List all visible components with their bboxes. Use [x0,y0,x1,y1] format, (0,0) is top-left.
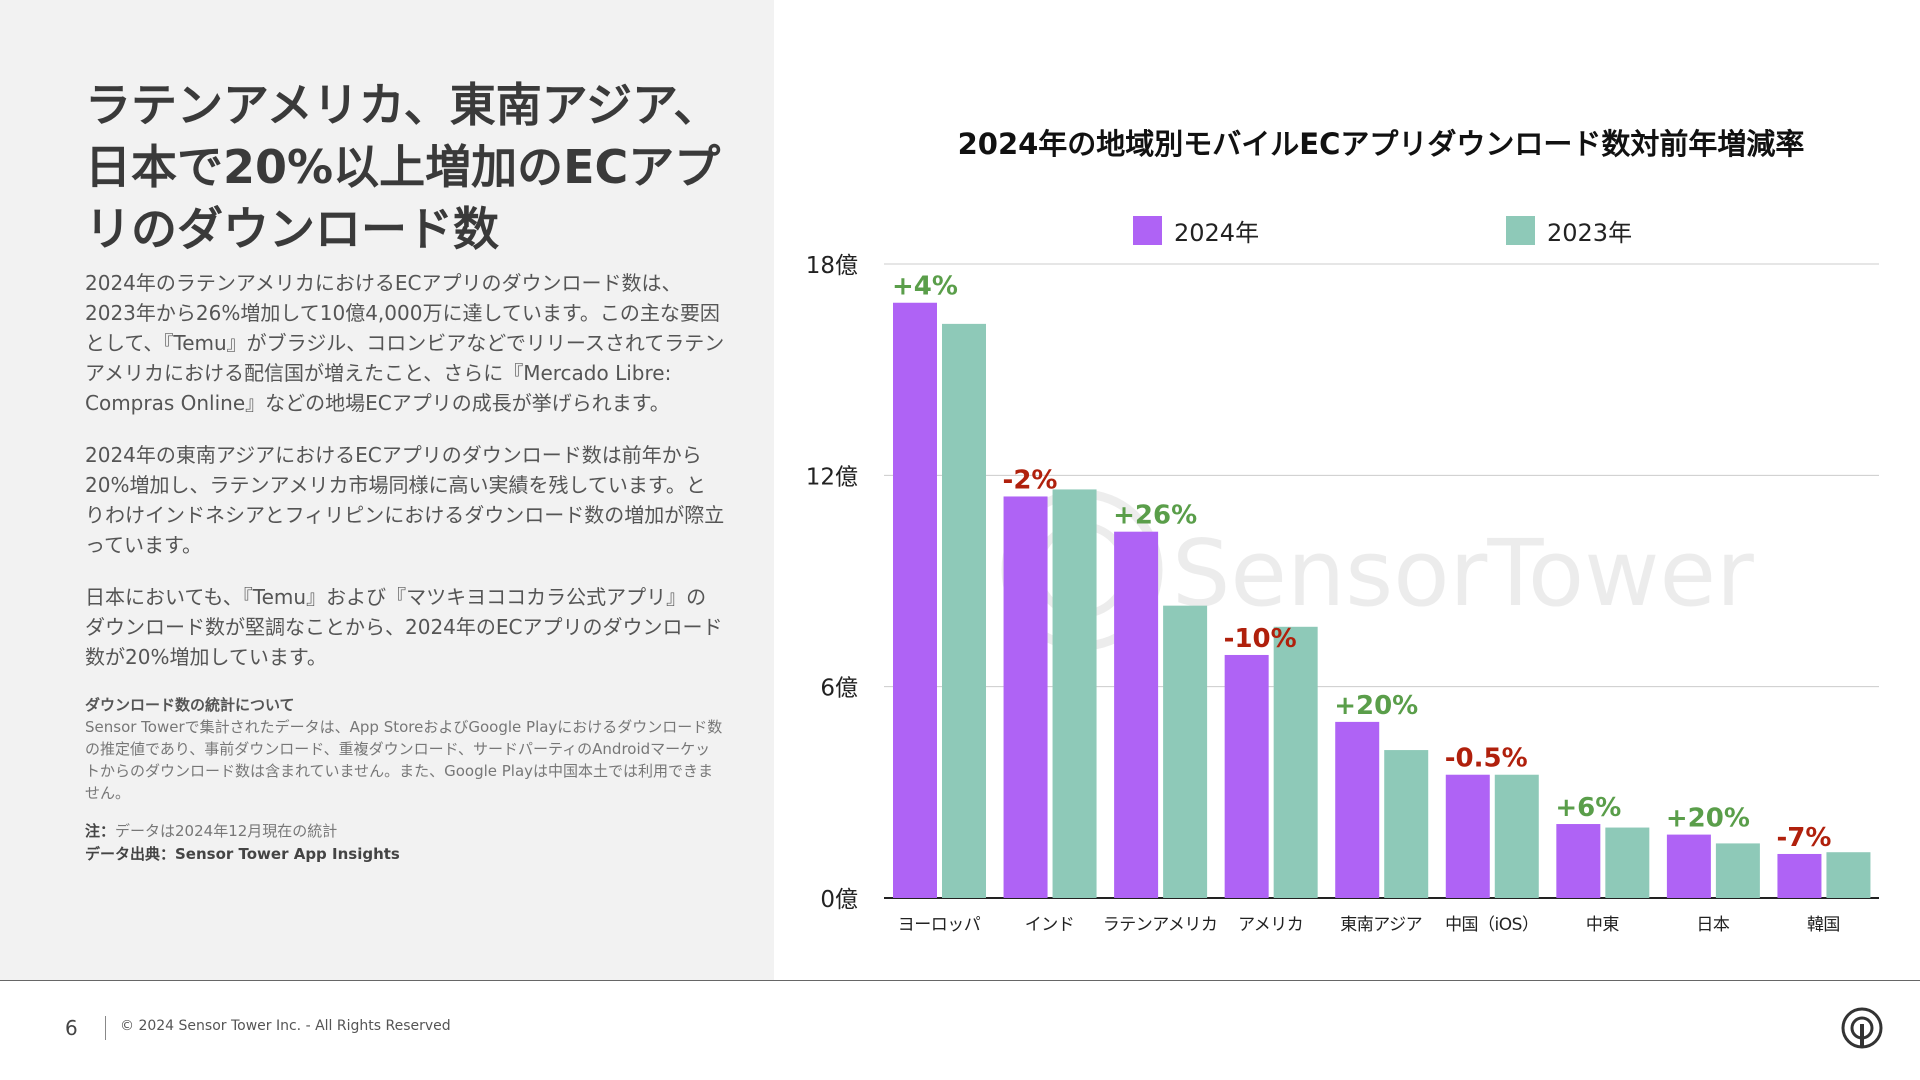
bar-2023 [942,323,986,898]
data-label: +26% [1113,501,1197,531]
note-label: 注： [85,822,116,840]
bar-2024 [893,302,937,898]
x-tick-label: ヨーロッパ [898,915,981,935]
page-number: 6 [65,1016,78,1040]
legend-swatch-2023 [1506,216,1535,245]
x-tick-label: 東南アジア [1340,915,1422,935]
bar-2023 [1273,626,1318,898]
bar-2023 [1384,750,1429,898]
legend-label-2023: 2023年 [1547,219,1632,247]
data-label: +20% [1334,691,1418,721]
watermark-text: SensorTower [1172,520,1754,627]
bar-2024 [1777,853,1822,898]
y-tick-label: 12億 [806,464,858,490]
bar-2024 [1556,824,1601,898]
bar-2024 [1666,834,1711,898]
legend-swatch-2024 [1133,216,1162,245]
y-tick-label: 6億 [820,676,858,702]
bar-2023 [1163,605,1208,898]
bar-2024 [1003,496,1048,898]
x-tick-label: 韓国 [1807,915,1840,935]
paragraph: 2024年のラテンアメリカにおけるECアプリのダウンロード数は、2023年から2… [85,271,725,415]
bar-2024 [1114,531,1159,898]
source-text: データ出典：Sensor Tower App Insights [85,845,400,863]
bar-2024 [1335,721,1380,898]
data-label: +20% [1666,804,1750,834]
y-tick-label: 18億 [806,253,858,279]
note-text: データは2024年12月現在の統計 [115,822,338,840]
notes-heading: ダウンロード数の統計について [85,696,295,714]
data-label: -2% [1003,465,1058,495]
x-tick-label: インド [1025,915,1075,935]
x-tick-label: 日本 [1696,915,1730,935]
x-tick-label: 中東 [1586,915,1620,935]
chart-title: 2024年の地域別モバイルECアプリダウンロード数対前年増減率 [958,127,1805,161]
data-label: -10% [1224,624,1297,654]
x-tick-label: 中国（iOS） [1445,915,1538,935]
sensor-tower-logo-icon [1841,1007,1883,1049]
legend: 2024年 2023年 [1133,216,1632,247]
left-panel: ラテンアメリカ、東南アジア、日本で20%以上増加のECアプリのダウンロード数 2… [0,0,774,980]
bar-2023 [1605,827,1650,898]
data-label: +6% [1555,793,1621,823]
x-tick-label: アメリカ [1238,915,1303,935]
y-tick-label: 0億 [820,887,858,913]
bar-2024 [1224,654,1269,898]
body-text: 2024年のラテンアメリカにおけるECアプリのダウンロード数は、2023年から2… [85,268,725,694]
bar-2024 [1445,774,1490,898]
bar-2023 [1715,843,1760,898]
paragraph: 日本においても、『Temu』および『マツキヨココカラ公式アプリ』のダウンロード数… [85,585,723,669]
page-title: ラテンアメリカ、東南アジア、日本で20%以上増加のECアプリのダウンロード数 [85,78,721,256]
footer-divider [0,980,1920,981]
paragraph: 2024年の東南アジアにおけるECアプリのダウンロード数は前年から20%増加し、… [85,443,725,557]
footer-separator [105,1016,106,1040]
bar-2023 [1826,852,1871,898]
bar-2023 [1494,774,1539,898]
x-tick-label: ラテンアメリカ [1103,915,1218,935]
legend-label-2024: 2024年 [1174,219,1259,247]
bar-chart: SensorTower 2024年の地域別モバイルECアプリダウンロード数対前年… [806,127,1879,935]
bar-2023 [1052,489,1097,898]
notes-text: Sensor Towerで集計されたデータは、App StoreおよびGoogl… [85,718,723,802]
copyright: © 2024 Sensor Tower Inc. - All Rights Re… [120,1018,451,1034]
data-label: -7% [1776,823,1831,853]
left-column: ラテンアメリカ、東南アジア、日本で20%以上増加のECアプリのダウンロード数 2… [85,74,725,866]
data-label: -0.5% [1445,744,1528,774]
data-label: +4% [892,272,958,302]
notes: ダウンロード数の統計について Sensor Towerで集計されたデータは、Ap… [85,694,725,804]
meta: 注：データは2024年12月現在の統計 データ出典：Sensor Tower A… [85,820,725,866]
